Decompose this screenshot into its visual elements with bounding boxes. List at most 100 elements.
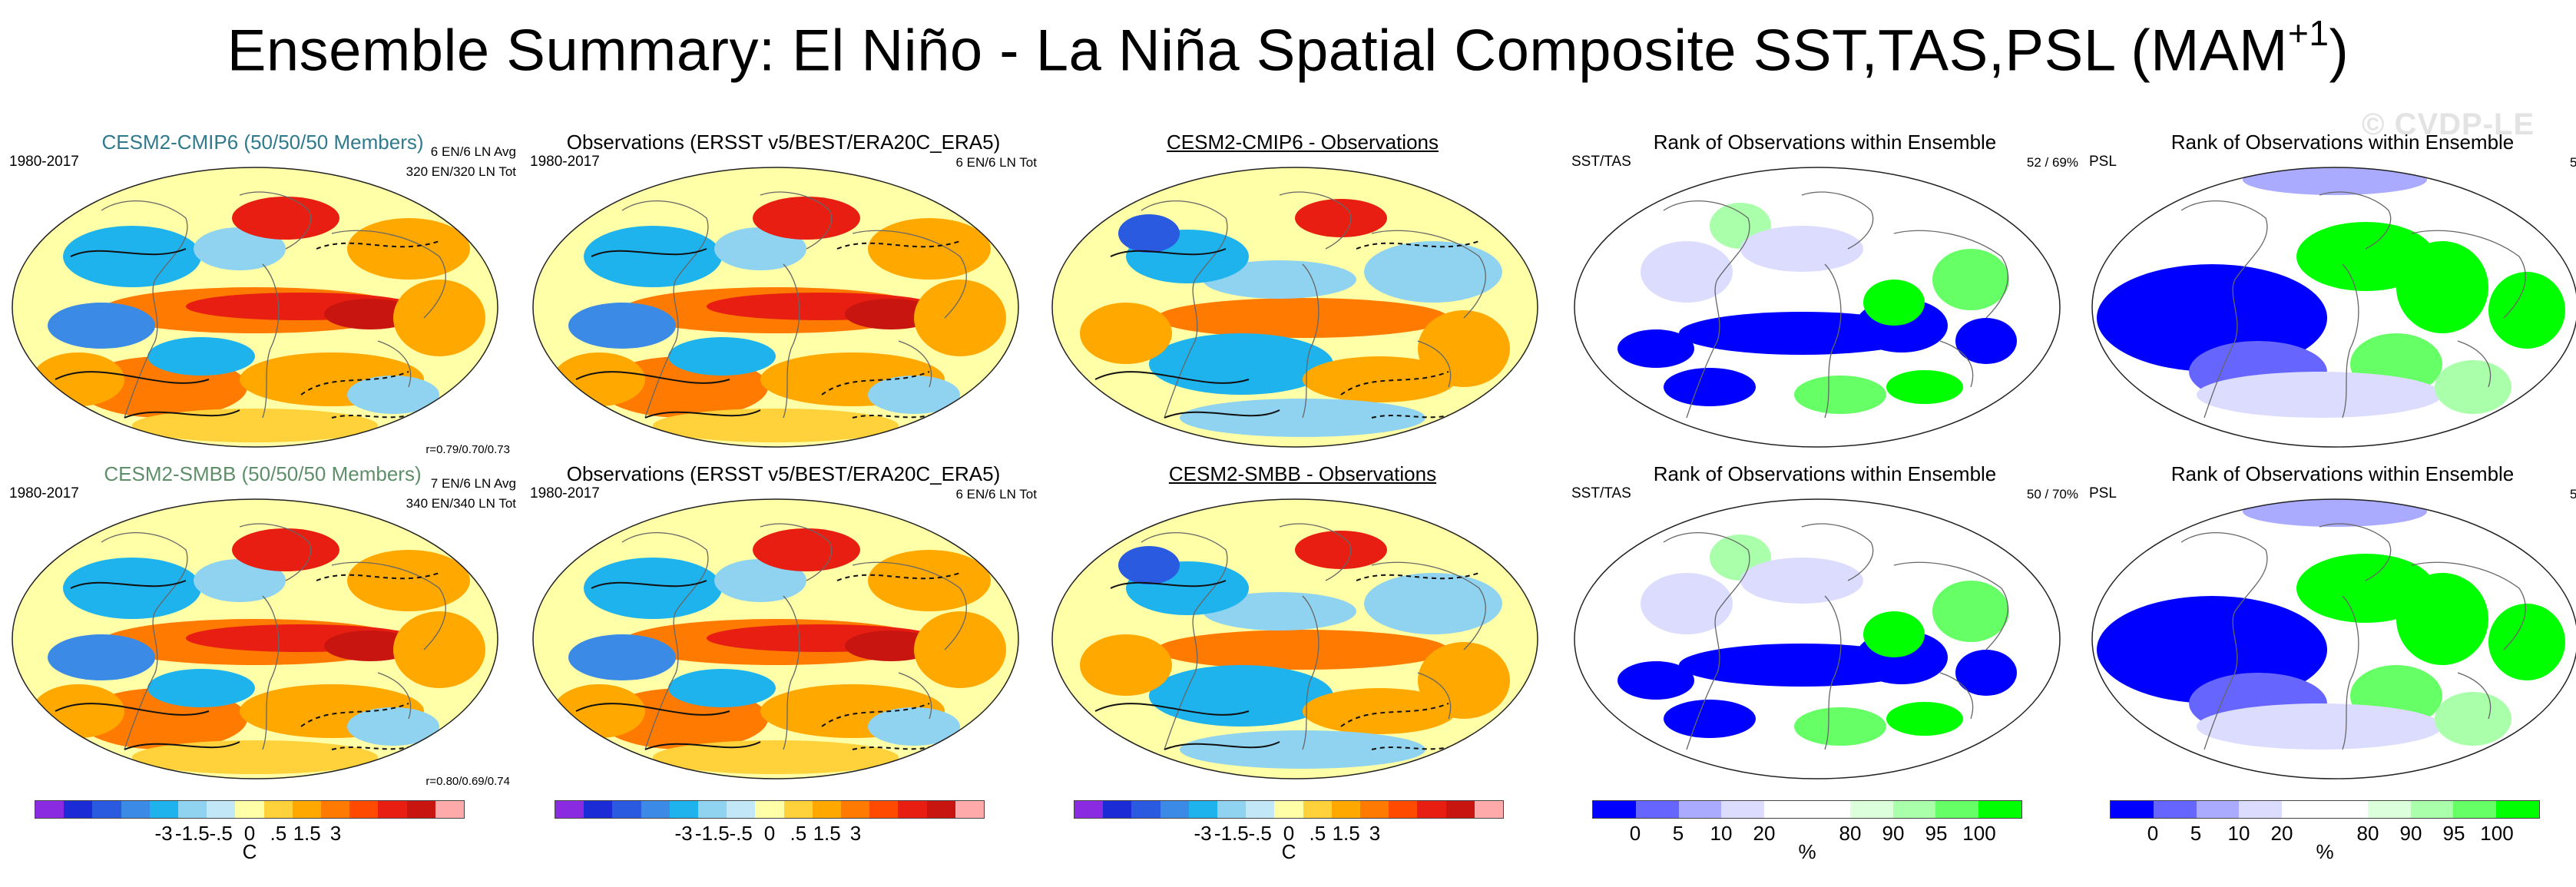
field-anomaly: [553, 352, 645, 406]
field-anomaly: [1664, 700, 1756, 738]
field-anomaly: [914, 280, 1006, 356]
coastline: [2180, 200, 2268, 419]
field-anomaly: [48, 303, 155, 349]
panel-period: 1980-2017: [9, 154, 79, 170]
colorbar-tick-label: 0: [1629, 822, 1641, 845]
coastline: [101, 200, 188, 419]
colorbar-swatch: [64, 801, 93, 818]
field-anomaly: [347, 707, 439, 746]
colorbar-tick-label: -.5: [1248, 822, 1272, 845]
colorbar-swatch: [1978, 801, 2021, 818]
map-border: [532, 167, 1019, 448]
coastline: [621, 200, 709, 419]
panel-title: CESM2-SMBB - Observations: [1168, 462, 1437, 485]
panel-title: Observations (ERSST v5/BEST/ERA20C_ERA5): [566, 462, 1001, 485]
coastline: [2342, 595, 2359, 750]
psl-contour: [316, 240, 440, 250]
colorbar-tick-label: 0: [763, 822, 776, 845]
panel-period: 1980-2017: [9, 485, 79, 501]
map-border: [1574, 498, 2061, 779]
colorbar-ticks: 0 5 10 20 80 90 95 100: [1592, 819, 2022, 845]
colorbar-ticks: -3 -1.5 -.5 0 .5 1.5 3: [1074, 819, 1504, 845]
colorbar-swatch: [555, 801, 584, 818]
panel-title: CESM2-SMBB (50/50/50 Members): [104, 462, 422, 485]
field-anomaly: [2488, 272, 2565, 349]
psl-contour: [1110, 248, 1227, 257]
psl-contour: [821, 703, 930, 727]
field-anomaly: [1295, 531, 1387, 569]
psl-contour: [1094, 371, 1250, 384]
field-anomaly: [63, 226, 201, 287]
field-anomaly: [1955, 318, 2017, 364]
field-anomaly: [2488, 604, 2565, 680]
field-anomaly: [63, 558, 201, 619]
field-anomaly: [1886, 702, 1963, 736]
map-field: [2092, 167, 2576, 447]
psl-contour: [300, 371, 409, 396]
psl-contour: [591, 580, 707, 589]
colorbar-swatch: [92, 801, 121, 818]
coastline: [1417, 672, 1452, 720]
colorbar-tick-label: -3: [1194, 822, 1212, 845]
field-anomaly: [232, 197, 339, 240]
colorbar-swatch: [641, 801, 670, 818]
coastline: [852, 230, 967, 319]
field-anomaly: [1080, 303, 1172, 364]
psl-contour: [1110, 580, 1227, 589]
field-anomaly: [1203, 260, 1356, 299]
coastline: [760, 523, 833, 581]
field-anomaly: [1863, 280, 1925, 326]
panel-cesm2-smbb: CESM2-SMBB (50/50/50 Members) 1980-2017 …: [9, 462, 516, 793]
coastline: [262, 263, 280, 419]
field-anomaly: [1157, 298, 1449, 338]
colorbar-swatch: [1103, 801, 1132, 818]
coastline: [1663, 200, 1750, 419]
colorbar-diverging: -3 -1.5 -.5 0 .5 1.5 3 C: [35, 800, 465, 864]
colorbar-swatch: [2496, 801, 2539, 818]
map-border: [1051, 167, 1538, 448]
coastline: [621, 532, 709, 750]
field-anomaly: [393, 280, 485, 356]
field-anomaly: [868, 218, 991, 280]
colorbar-swatch: [755, 801, 784, 818]
colorbar-swatch: [1721, 801, 1765, 818]
coastline: [898, 672, 932, 720]
field-anomaly: [753, 197, 860, 240]
colorbar-tick-label: -3: [154, 822, 173, 845]
field-anomaly: [1303, 688, 1456, 734]
psl-contour: [821, 371, 930, 396]
field-anomaly: [194, 559, 286, 602]
panel-rank-percent: 55%: [2569, 155, 2576, 170]
map-border: [12, 167, 498, 448]
field-anomaly: [1295, 199, 1387, 237]
coastline: [1893, 230, 2008, 319]
panel-variable: SST/TAS: [1571, 485, 1631, 501]
panel-ens-total: 6 EN/6 LN Tot: [955, 487, 1037, 501]
colorbar-unit: C: [242, 840, 257, 863]
coastline: [2457, 672, 2492, 720]
panel-title: Rank of Observations within Ensemble: [1653, 131, 1997, 154]
colorbar-unit: %: [2316, 840, 2334, 863]
map-field: [12, 167, 498, 447]
coastline: [1824, 263, 1842, 419]
coastline: [2411, 230, 2526, 319]
field-anomaly: [32, 352, 124, 406]
colorbar-tick-label: 10: [2227, 822, 2250, 845]
colorbar-swatch: [612, 801, 641, 818]
colorbar-tick-label: 0: [1283, 822, 1295, 845]
field-anomaly: [347, 218, 470, 280]
colorbar-swatch: [1445, 801, 1475, 818]
field-anomaly: [1794, 376, 1886, 414]
field-anomaly: [324, 299, 416, 329]
field-anomaly: [2396, 573, 2488, 665]
map: [2091, 498, 2576, 779]
field-anomaly: [1863, 611, 1925, 657]
colorbar-swatch: [1074, 801, 1104, 818]
psl-contour: [836, 240, 961, 250]
psl-contour: [124, 409, 240, 419]
colorbar-rank: 0 5 10 20 80 90 95 100 %: [2110, 800, 2540, 864]
colorbar-tick-label: 95: [1925, 822, 1948, 845]
colorbar-swatch: [2111, 801, 2154, 818]
field-anomaly: [1118, 214, 1180, 253]
psl-contour: [1094, 703, 1250, 716]
